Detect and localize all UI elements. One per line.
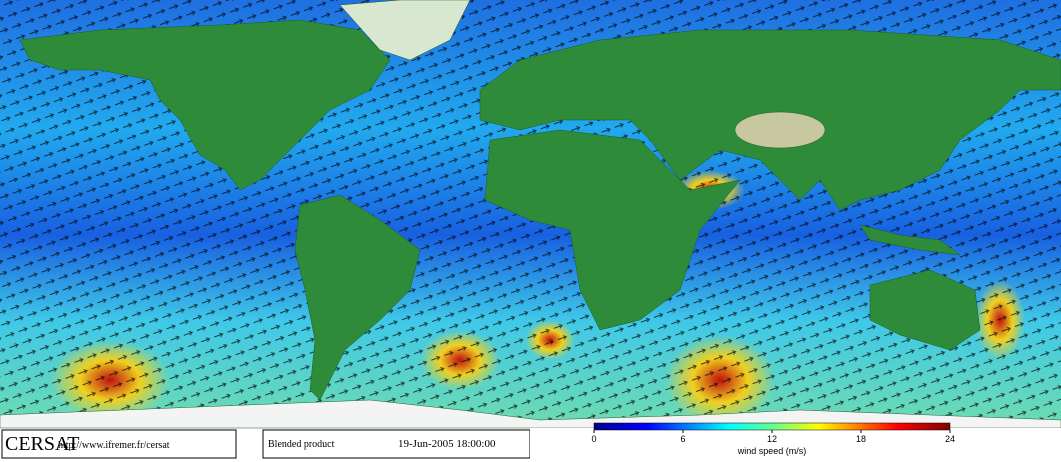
indonesia bbox=[859, 224, 961, 256]
product: Blended product bbox=[268, 439, 335, 450]
footer: CERSAT http://www.ifremer.fr/cersat Blen… bbox=[1, 422, 1061, 462]
map-area bbox=[0, 0, 1061, 429]
south-america bbox=[294, 194, 421, 401]
url: http://www.ifremer.fr/cersat bbox=[58, 440, 170, 451]
colorbar-tick-label: 6 bbox=[680, 434, 685, 444]
africa bbox=[484, 129, 741, 331]
logo-box bbox=[1, 429, 237, 459]
antarctica bbox=[0, 399, 1061, 429]
tibet bbox=[734, 111, 826, 149]
colorbar-panel bbox=[530, 428, 1061, 462]
land bbox=[0, 0, 1061, 429]
timestamp: 19-Jun-2005 18:00:00 bbox=[398, 438, 496, 450]
logo: CERSAT bbox=[5, 433, 79, 455]
colorbar-tick-label: 18 bbox=[856, 434, 866, 444]
colorbar bbox=[593, 422, 951, 431]
north-america bbox=[19, 19, 391, 191]
colorbar-tick-label: 0 bbox=[591, 434, 596, 444]
greenland bbox=[339, 0, 471, 61]
colorbar-tick-label: 24 bbox=[945, 434, 955, 444]
australia bbox=[869, 269, 981, 351]
colorbar-label: wind speed (m/s) bbox=[737, 446, 807, 456]
colorbar-tick-label: 12 bbox=[767, 434, 777, 444]
